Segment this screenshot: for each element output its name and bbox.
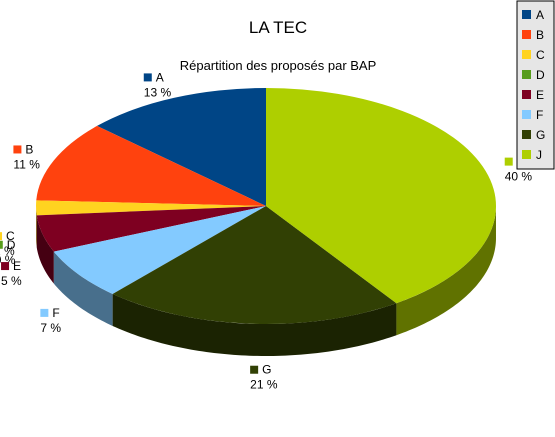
slice-label-name: C	[6, 229, 15, 243]
slice-label-swatch	[504, 157, 513, 166]
legend-swatch	[522, 70, 531, 79]
slice-label-value: 2 %	[0, 244, 15, 258]
slice-g	[112, 206, 397, 325]
slice-e	[36, 206, 266, 252]
legend-item-b: B	[522, 28, 544, 42]
legend-item-c: C	[522, 48, 545, 62]
slice-label-swatch	[1, 262, 10, 271]
legend-item-g: G	[522, 128, 545, 142]
slice-label-g: G21 %	[250, 363, 278, 392]
slice-label-value: 21 %	[250, 378, 278, 392]
slice-side-g	[112, 293, 397, 356]
legend-label: D	[536, 68, 545, 82]
legend-label: A	[536, 8, 544, 22]
slice-label-value: 11 %	[13, 157, 40, 171]
slice-f	[53, 206, 266, 294]
slice-label-e: E5 %	[1, 259, 22, 288]
slice-side-c	[36, 206, 37, 248]
pie-slices	[35, 88, 496, 325]
legend-label: J	[536, 148, 542, 162]
slice-label-f: F7 %	[40, 306, 61, 335]
slice-label-name: D	[7, 238, 16, 252]
slice-label-swatch	[40, 308, 49, 317]
legend-label: C	[536, 48, 545, 62]
legend-swatch	[522, 150, 531, 159]
legend-item-f: F	[522, 108, 543, 122]
slice-side-j	[396, 207, 496, 336]
slice-label-name: A	[156, 70, 164, 84]
slice-side-e	[36, 215, 54, 284]
slice-j	[266, 88, 496, 304]
slice-label-c: C2 %	[0, 229, 15, 258]
legend-swatch	[522, 50, 531, 59]
legend-swatch	[522, 30, 531, 39]
slice-label-a: A13 %	[143, 70, 172, 99]
slice-label-name: B	[25, 142, 33, 156]
legend-box	[516, 0, 555, 170]
legend-item-d: D	[522, 68, 545, 82]
legend-label: B	[536, 28, 544, 42]
slice-label-value: 7 %	[40, 321, 61, 335]
legend-swatch	[522, 90, 531, 99]
legend-swatch	[522, 110, 531, 119]
slice-side-f	[53, 251, 113, 326]
slice-label-name: F	[52, 306, 59, 320]
chart-title: LA TEC	[249, 18, 307, 37]
legend-swatch	[522, 10, 531, 19]
chart-subtitle: Répartition des proposés par BAP	[180, 58, 377, 73]
slice-label-swatch	[143, 73, 152, 82]
slice-label-name: E	[13, 259, 21, 273]
slice-label-swatch	[13, 145, 22, 154]
slice-label-swatch	[0, 240, 3, 249]
slice-label-name: G	[262, 363, 271, 377]
slice-label-value: 13 %	[144, 85, 172, 99]
legend-label: G	[536, 128, 545, 142]
slice-a	[97, 88, 266, 206]
slice-c	[35, 200, 267, 216]
slice-label-b: B11 %	[13, 142, 40, 171]
legend-label: F	[536, 108, 543, 122]
legend-swatch	[522, 130, 531, 139]
legend-item-e: E	[522, 88, 544, 102]
legend-item-a: A	[522, 8, 544, 22]
slice-label-value: 5 %	[1, 274, 22, 288]
slice-label-swatch	[250, 365, 259, 374]
legend-label: E	[536, 88, 544, 102]
slice-label-value: 40 %	[505, 170, 533, 184]
legend-item-j: J	[522, 148, 542, 162]
pie-sides	[36, 206, 496, 356]
slice-label-swatch	[0, 232, 3, 241]
slice-b	[36, 125, 266, 206]
